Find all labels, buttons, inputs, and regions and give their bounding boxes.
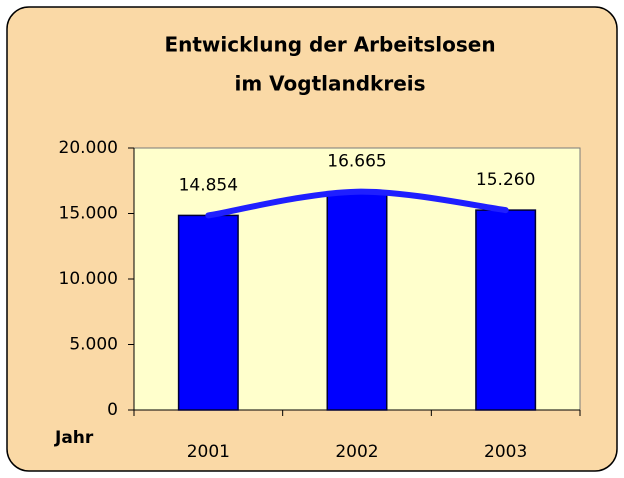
x-axis-label: Jahr <box>54 428 94 448</box>
chart-title: im Vogtlandkreis <box>234 72 425 96</box>
x-tick-label: 2003 <box>484 442 527 462</box>
chart-title: Entwicklung der Arbeitslosen <box>164 33 495 57</box>
data-label: 14.854 <box>179 175 238 195</box>
x-tick-label: 2002 <box>335 442 378 462</box>
bar <box>177 214 239 411</box>
bar <box>475 209 537 411</box>
y-tick-label: 0 <box>107 400 118 420</box>
y-tick-label: 5.000 <box>69 335 118 355</box>
y-tick-label: 10.000 <box>59 269 118 289</box>
x-tick-label: 2001 <box>187 442 230 462</box>
data-label: 15.260 <box>476 170 535 190</box>
trend-line <box>205 188 509 219</box>
y-tick-label: 15.000 <box>59 204 118 224</box>
data-label: 16.665 <box>327 152 386 172</box>
bar <box>326 190 388 411</box>
y-tick-label: 20.000 <box>59 138 118 158</box>
